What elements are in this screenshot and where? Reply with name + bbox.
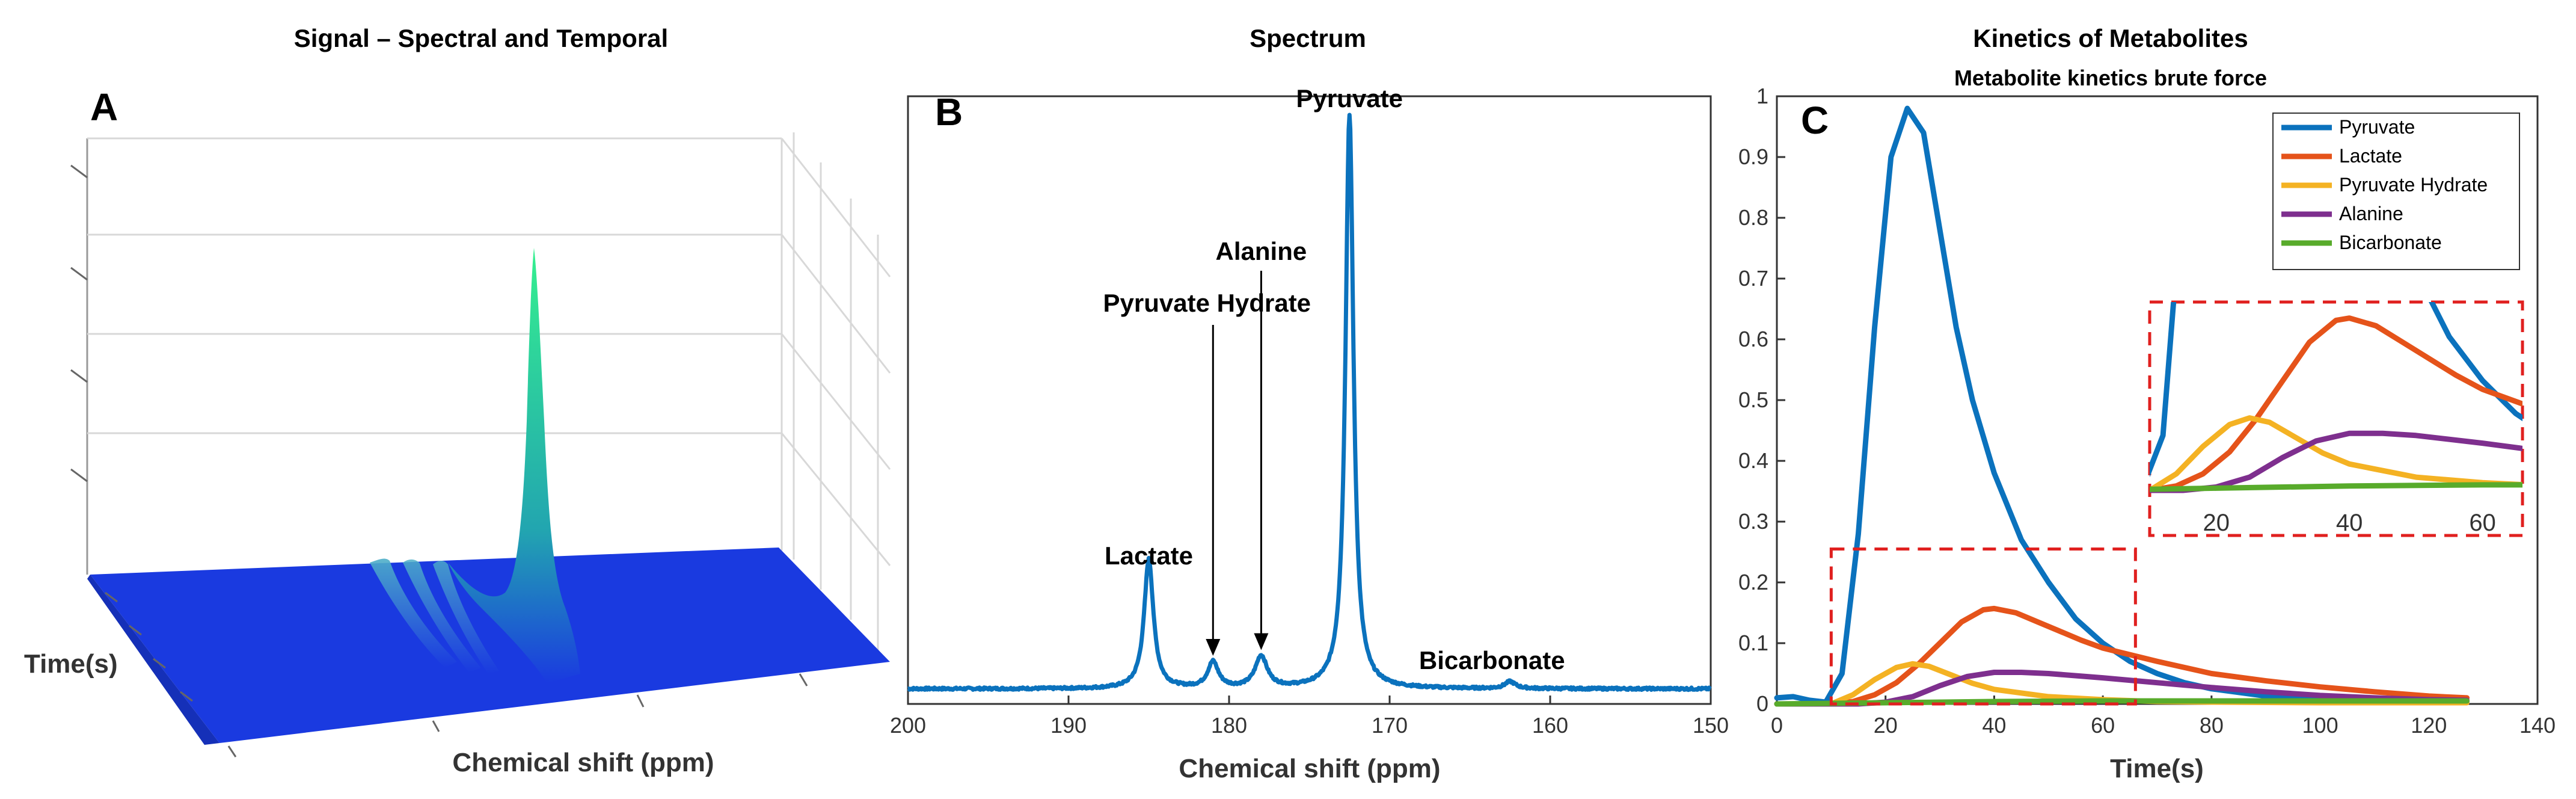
panel-c-x-tick-label: 80 (2200, 713, 2224, 738)
panel-c-y-tick-label: 0.4 (1738, 448, 1768, 473)
panel-c-series-line (1774, 105, 2470, 705)
panel-c-y-tick-label: 0 (1756, 691, 1768, 716)
panel-c-y-tick-label: 0.6 (1738, 327, 1768, 351)
panel-b-x-tick-label: 150 (1693, 713, 1729, 738)
panel-a-wireframe (86, 132, 891, 656)
panel-c-inset: 20 40 60 (2148, 300, 2524, 537)
panel-a-letter: A (90, 85, 118, 129)
panel-b-peak-label: Bicarbonate (1419, 646, 1565, 674)
panel-c-zoom-box (1829, 547, 2137, 706)
panel-b-peak-label: Alanine (1216, 237, 1307, 265)
panel-c-xlabel: Time(s) (2110, 754, 2204, 783)
panel-c-series-line (1774, 670, 2470, 707)
panel-c-legend-entry: Pyruvate (2339, 116, 2415, 138)
panel-c-y-tick-label: 0.3 (1738, 509, 1768, 534)
panel-c-inset-tick-label: 40 (2336, 510, 2363, 536)
panel-c-y-tick-label: 0.8 (1738, 205, 1768, 230)
panel-c-y-tick-label: 0.1 (1738, 631, 1768, 655)
panel-c-legend-entry: Alanine (2339, 203, 2403, 224)
panel-b-plot-frame (907, 95, 1712, 705)
panel-b-arrow-head (1206, 639, 1221, 656)
panel-c-subtitle: Metabolite kinetics brute force (1954, 66, 2267, 90)
panel-c-inset-line (2150, 430, 2522, 493)
panel-b-x-tick-label: 200 (890, 713, 926, 738)
panel-b-x-ticks: 200 190 180 170 160 150 (890, 696, 1729, 738)
panel-c-x-tick-label: 20 (1874, 713, 1898, 738)
panel-c-legend-entry: Bicarbonate (2339, 232, 2442, 253)
panel-c-title: Kinetics of Metabolites (1973, 24, 2248, 52)
panel-c-inset-series (2150, 302, 2522, 493)
panel-b-spectrum: Spectrum B 200 190 180 170 160 150 Pyruvate La… (890, 24, 1729, 783)
panel-c-y-tick-label: 0.9 (1738, 144, 1768, 169)
panel-c-y-tick-label: 0.5 (1738, 387, 1768, 412)
panel-a-surface-plane (90, 548, 890, 743)
panel-b-peak-label: Pyruvate (1296, 84, 1403, 113)
panel-c-inset-line (2150, 315, 2522, 493)
panel-b-peak-labels: Pyruvate Lactate Alanine Pyruvate Hydrate Bi… (1103, 84, 1565, 674)
panel-b-spectrum-line (906, 113, 1712, 693)
panel-a-ridge (433, 561, 499, 674)
panel-b-x-tick-label: 160 (1532, 713, 1568, 738)
panel-a-front-ticks (105, 591, 808, 757)
panel-c-x-tick-label: 120 (2411, 713, 2447, 738)
panel-b-xlabel: Chemical shift (ppm) (1179, 754, 1440, 783)
panel-c-inset-line (2150, 482, 2522, 492)
panel-b-x-tick-label: 170 (1372, 713, 1408, 738)
panel-c-y-tick-label: 1 (1756, 84, 1768, 108)
panel-c-legend-entry: Lactate (2339, 145, 2402, 167)
panel-b-x-tick-label: 190 (1050, 713, 1087, 738)
panel-c-inset-line (2150, 302, 2522, 478)
panel-a-title: Signal – Spectral and Temporal (294, 24, 668, 52)
panel-c-series (1774, 105, 2470, 707)
panel-c-inset-tick-label: 60 (2469, 510, 2496, 536)
panel-c-y-tick-label: 0.2 (1738, 570, 1768, 594)
panel-c-letter: C (1801, 99, 1829, 142)
panel-b-x-tick-label: 180 (1211, 713, 1247, 738)
panel-c-legend: Pyruvate Lactate Pyruvate Hydrate Alanine Bi… (2272, 113, 2520, 270)
panel-a-xlabel: Chemical shift (ppm) (452, 748, 714, 777)
panel-c-x-tick-label: 140 (2519, 713, 2556, 738)
panel-c-x-tick-label: 40 (1982, 713, 2006, 738)
panel-c-axes: 0 20 40 60 80 100 120 14000.10.20.30.40.50.60.7… (1738, 84, 2556, 738)
panel-c-x-tick-label: 60 (2091, 713, 2115, 738)
panel-b-letter: B (935, 90, 963, 134)
panel-c-inset-tick-label: 20 (2203, 510, 2230, 536)
panel-c-zoom-rect (1829, 547, 2137, 706)
panel-a-ridge (370, 558, 457, 668)
panel-b-title: Spectrum (1250, 24, 1366, 52)
panel-a-ylabel: Time(s) (24, 649, 118, 679)
panel-b-peak-label: Pyruvate Hydrate (1103, 289, 1311, 317)
panel-a-pyruvate-peak (448, 248, 580, 683)
panel-b-arrow-head (1254, 633, 1269, 650)
panel-a-surface: Signal – Spectral and Temporal A (24, 24, 891, 777)
panel-c-legend-entry: Pyruvate Hydrate (2339, 174, 2488, 196)
panel-c-x-tick-label: 0 (1771, 713, 1783, 738)
panel-c-series-line (1774, 605, 2470, 707)
panel-c-inset-frame (2148, 300, 2524, 537)
panel-c-x-tick-label: 100 (2302, 713, 2338, 738)
panel-b-peak-label: Lactate (1105, 541, 1193, 570)
panel-a-ridge (403, 559, 481, 673)
panel-c-series-line (1774, 698, 2470, 707)
panel-c-y-tick-label: 0.7 (1738, 266, 1768, 291)
panel-a-axis-ticks (70, 164, 88, 483)
panel-c-kinetics: Kinetics of Metabolites Metabolite kinet… (1738, 24, 2556, 783)
